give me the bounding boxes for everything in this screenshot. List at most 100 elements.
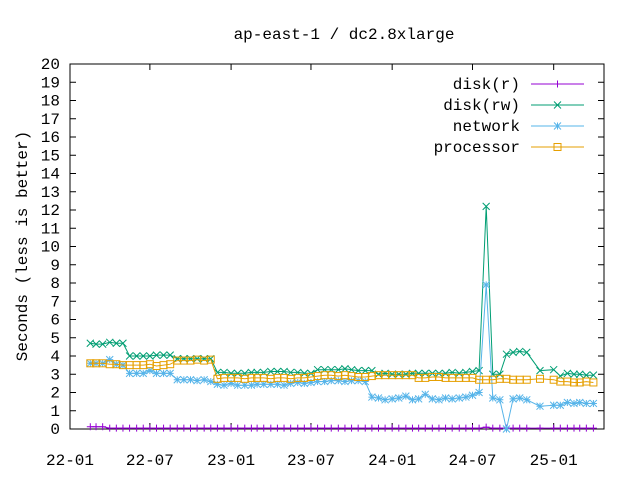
x-tick-label: 23-07	[287, 452, 335, 470]
data-point	[273, 424, 281, 432]
y-tick-label: 15	[41, 147, 60, 165]
y-tick-label: 12	[41, 202, 60, 220]
y-tick-label: 18	[41, 93, 60, 111]
data-point	[475, 424, 483, 432]
data-point	[408, 424, 416, 432]
data-point	[414, 395, 423, 403]
data-point	[408, 395, 417, 404]
data-point	[132, 352, 141, 360]
data-point	[266, 367, 275, 376]
y-tick-label: 4	[50, 348, 60, 366]
data-point	[347, 376, 356, 385]
data-point	[160, 424, 168, 432]
data-point	[570, 399, 578, 408]
y-tick-label: 16	[41, 129, 60, 147]
data-point	[259, 380, 268, 389]
data-point	[563, 398, 572, 407]
data-point	[112, 339, 121, 348]
data-point	[253, 424, 261, 432]
data-point	[207, 424, 215, 432]
series-network	[86, 280, 598, 433]
data-point	[553, 122, 562, 130]
data-point	[139, 369, 148, 378]
data-point	[105, 338, 114, 347]
data-point	[361, 424, 369, 432]
data-point	[286, 379, 295, 388]
data-point	[233, 369, 242, 378]
data-point	[132, 369, 141, 378]
series-line	[90, 206, 594, 377]
data-point	[408, 371, 417, 380]
data-point	[361, 366, 370, 375]
y-tick-label: 11	[41, 220, 60, 238]
data-point	[402, 424, 410, 432]
y-tick-label: 20	[41, 56, 60, 74]
legend-label: disk(rw)	[443, 97, 520, 115]
y-tick-label: 8	[50, 275, 60, 293]
data-point	[421, 424, 429, 432]
data-point	[307, 424, 315, 432]
data-point	[193, 376, 201, 385]
data-point	[98, 340, 107, 348]
data-point	[300, 424, 308, 432]
data-point	[388, 395, 397, 403]
data-point	[227, 424, 235, 432]
data-point	[495, 395, 504, 404]
data-point	[536, 402, 544, 411]
data-point	[266, 380, 275, 389]
x-axis-ticks: 22-01 22-07 23-01 23-07 24-01 24-07 25-01	[46, 64, 578, 470]
data-point	[119, 339, 127, 348]
data-point	[502, 425, 511, 433]
y-tick-label: 0	[50, 421, 60, 439]
data-point	[435, 424, 443, 432]
data-point	[441, 394, 450, 402]
data-point	[200, 375, 209, 384]
y-tick-label: 6	[50, 312, 60, 330]
data-point	[321, 424, 329, 432]
data-point	[582, 371, 591, 380]
data-point	[206, 355, 215, 364]
plot-axes	[69, 63, 605, 430]
data-point	[374, 394, 383, 402]
data-point	[180, 375, 188, 384]
data-point	[536, 366, 544, 375]
data-point	[462, 393, 470, 401]
data-point	[180, 424, 188, 432]
data-point	[509, 424, 517, 432]
data-point	[421, 390, 430, 399]
data-point	[570, 370, 578, 379]
data-point	[287, 424, 295, 432]
data-point	[234, 424, 242, 432]
data-point	[213, 424, 221, 432]
data-point	[496, 424, 504, 432]
data-point	[455, 394, 464, 402]
data-point	[522, 375, 531, 384]
data-point	[173, 424, 181, 432]
data-point	[347, 365, 356, 374]
data-point	[536, 374, 545, 383]
data-point	[166, 369, 175, 378]
data-point	[556, 424, 564, 432]
data-point	[462, 424, 470, 432]
data-point	[563, 369, 572, 378]
data-point	[549, 365, 558, 374]
data-point	[421, 369, 430, 378]
series-disk-rw-	[86, 202, 598, 380]
data-point	[489, 424, 497, 432]
data-point	[448, 395, 457, 403]
data-point	[334, 365, 343, 374]
data-point	[173, 375, 182, 384]
data-point	[341, 424, 349, 432]
data-point	[468, 367, 477, 376]
data-point	[368, 424, 376, 432]
data-point	[522, 395, 531, 404]
data-point	[428, 395, 437, 403]
data-point	[468, 391, 477, 400]
data-point	[260, 424, 268, 432]
data-point	[381, 424, 389, 432]
data-point	[313, 365, 322, 374]
data-point	[125, 369, 134, 378]
data-point	[563, 424, 571, 432]
data-point	[374, 424, 382, 432]
data-point	[273, 380, 282, 389]
